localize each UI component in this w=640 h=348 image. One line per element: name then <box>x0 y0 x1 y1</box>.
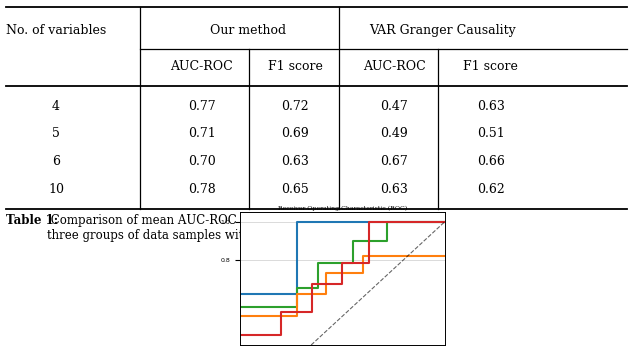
Text: 0.77: 0.77 <box>188 100 216 113</box>
Title: Receiver Operating Characteristic (ROC): Receiver Operating Characteristic (ROC) <box>278 205 407 211</box>
Text: 0.62: 0.62 <box>477 183 504 196</box>
Text: 0.67: 0.67 <box>381 155 408 168</box>
Text: Comparison of mean AUC-ROC and F1 scores across the
three groups of data samples: Comparison of mean AUC-ROC and F1 scores… <box>47 214 389 242</box>
Text: 0.70: 0.70 <box>188 155 216 168</box>
Text: 4: 4 <box>52 100 60 113</box>
Text: 0.72: 0.72 <box>281 100 309 113</box>
Text: 0.63: 0.63 <box>477 100 504 113</box>
Text: Our method: Our method <box>211 24 287 37</box>
Text: 0.63: 0.63 <box>281 155 309 168</box>
Text: 0.78: 0.78 <box>188 183 216 196</box>
Text: AUC-ROC: AUC-ROC <box>363 60 426 73</box>
Text: Table 1:: Table 1: <box>6 214 58 227</box>
Text: VAR Granger Causality: VAR Granger Causality <box>369 24 516 37</box>
Text: 0.51: 0.51 <box>477 127 504 140</box>
Text: 10: 10 <box>48 183 64 196</box>
Text: 0.47: 0.47 <box>381 100 408 113</box>
Text: 5: 5 <box>52 127 60 140</box>
Text: 0.66: 0.66 <box>477 155 504 168</box>
Text: F1 score: F1 score <box>463 60 518 73</box>
Text: AUC-ROC: AUC-ROC <box>171 60 234 73</box>
Text: 0.71: 0.71 <box>188 127 216 140</box>
Text: 0.65: 0.65 <box>281 183 309 196</box>
Text: 0.69: 0.69 <box>281 127 309 140</box>
Text: F1 score: F1 score <box>268 60 323 73</box>
Text: 0.49: 0.49 <box>381 127 408 140</box>
Text: 0.63: 0.63 <box>380 183 408 196</box>
Text: 6: 6 <box>52 155 60 168</box>
Text: No. of variables: No. of variables <box>6 24 106 37</box>
